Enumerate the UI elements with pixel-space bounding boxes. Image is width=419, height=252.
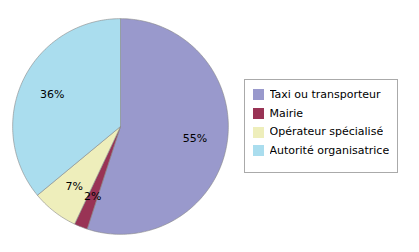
- svg-text:2%: 2%: [84, 190, 101, 203]
- svg-text:55%: 55%: [183, 132, 207, 145]
- svg-text:7%: 7%: [66, 180, 83, 193]
- html-text:Opérateur spécialisé: Opérateur spécialisé: [269, 125, 384, 139]
- svg-text:36%: 36%: [40, 88, 64, 101]
- html-text:Autorité organisatrice: Autorité organisatrice: [269, 143, 390, 157]
- html-text:Taxi ou transporteur: Taxi ou transporteur: [269, 88, 381, 102]
- html-text:Mairie: Mairie: [269, 106, 304, 120]
